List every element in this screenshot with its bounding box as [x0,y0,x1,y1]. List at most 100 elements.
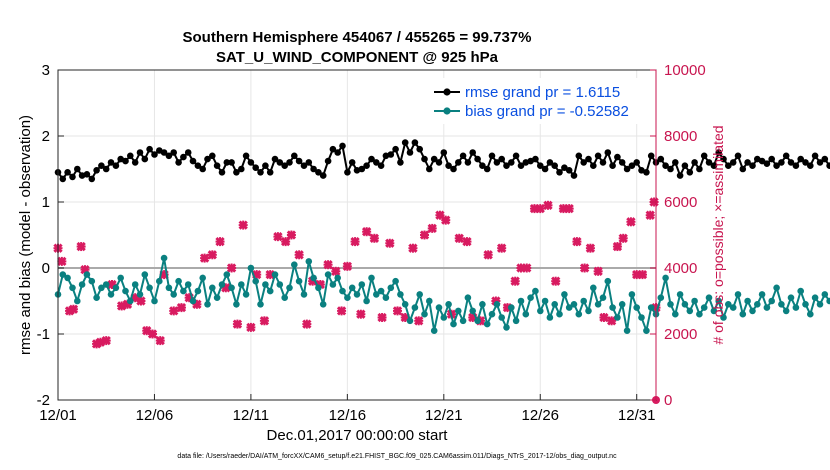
rmse-point [763,160,771,167]
obs-assimilated-marker [441,215,451,225]
bias-point [464,294,472,302]
bias-point [469,307,477,315]
rmse-point [209,152,216,160]
rmse-point [556,169,563,176]
bias-point [262,281,269,288]
rmse-point [807,162,814,169]
rmse-point [802,159,809,166]
rmse-point [816,159,824,166]
bias-point [628,291,636,298]
bias-point [295,277,303,285]
bias-point [271,271,279,278]
rmse-point [141,155,149,163]
obs-assimilated-marker [350,236,360,247]
y-tick-label: 1 [42,194,50,211]
bias-point [782,307,790,315]
x-tick-label: 12/16 [329,407,367,424]
bias-point [638,314,645,321]
bias-point [406,317,414,325]
rmse-point [184,149,192,156]
legend-frame [429,78,645,124]
obs-assimilated-marker [454,233,464,243]
bias-point [440,314,448,321]
bias-point [59,271,67,278]
bias-point [242,291,250,298]
bias-point [546,314,554,321]
rmse-point [614,153,621,161]
bias-point [604,277,612,285]
bias-point [151,297,158,305]
bias-point [348,284,356,292]
rmse-point [662,162,669,169]
bias-point [238,281,245,288]
bias-point [344,294,351,302]
rmse-point [787,159,795,166]
obs-assimilated-marker [599,312,609,323]
obs-assimilated-marker [199,253,210,263]
bias-point [64,274,71,282]
rmse-point [262,162,269,169]
rmse-point [160,149,168,156]
rmse-point [238,165,245,173]
rmse-point [170,149,177,156]
rmse-point [175,159,182,166]
bias-point [599,294,607,302]
rmse-point [532,155,539,163]
obs-assimilated-marker [579,263,590,273]
rmse-point [725,162,732,169]
obs-assimilated-marker [259,316,270,326]
rmse-point [633,159,640,166]
bias-point [397,291,404,298]
obs-assimilated-marker [136,296,146,306]
bias-point [88,277,96,285]
bias-point [512,317,520,325]
obs-assimilated-marker [585,243,596,253]
obs-assimilated-marker [483,250,493,260]
bias-point [455,307,462,315]
rmse-point [271,155,279,163]
rmse-point [821,155,829,163]
bias-point [618,301,626,308]
x-axis-label: Dec.01,2017 00:00:00 start [267,427,449,444]
bias-point [382,294,390,302]
bias-point [768,297,775,305]
bias-point [792,304,800,311]
bias-point [426,297,433,305]
bias-point [725,301,732,308]
rmse-point [334,149,342,156]
rmse-point [387,151,395,158]
bias-point [802,301,809,308]
obs-assimilated-marker [369,233,380,243]
rmse-point [305,159,313,166]
bias-point [503,324,510,331]
bias-point [758,291,766,298]
rmse-point [291,152,298,160]
rmse-point [430,155,438,163]
obs-assimilated-marker [551,276,561,286]
rmse-point [517,162,525,169]
bias-point [561,291,568,298]
y-tick-label: -2 [37,392,50,409]
rmse-point [686,169,694,176]
obs-assimilated-marker [238,220,248,230]
bias-point [749,307,756,315]
rmse-point [498,155,506,163]
obs-assimilated-marker [414,316,424,326]
bias-point [493,301,501,308]
rmse-point [107,159,115,166]
bias-point [401,301,409,308]
chart-title: Southern Hemisphere 454067 / 455265 = 99… [183,29,532,46]
rmse-point [585,155,592,163]
rmse-point [218,169,226,176]
bias-point [479,301,486,308]
rmse-point [136,149,144,156]
bias-point [228,284,235,292]
rmse-point [213,162,221,169]
rmse-point [700,152,708,160]
rmse-point [180,153,187,161]
rmse-point [696,165,703,173]
rmse-point [643,169,650,176]
bias-point [218,281,226,288]
rmse-point [657,155,665,163]
bias-point [209,284,216,292]
